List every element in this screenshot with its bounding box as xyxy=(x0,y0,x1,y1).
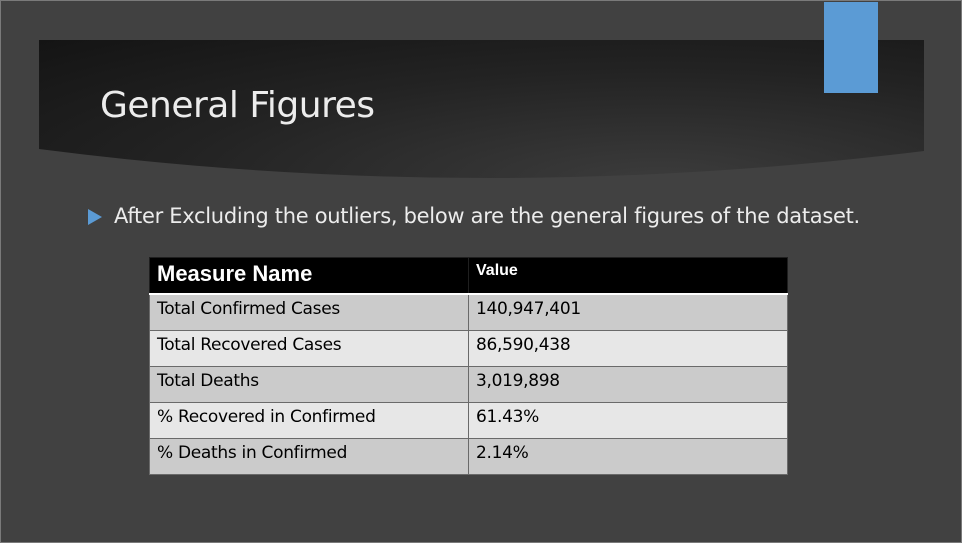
value-cell: 3,019,898 xyxy=(468,366,788,403)
table-row: Total Deaths 3,019,898 xyxy=(149,366,788,403)
slide-title: General Figures xyxy=(100,85,375,126)
value-cell: 61.43% xyxy=(468,402,788,439)
title-banner xyxy=(39,40,924,182)
bullet-point: After Excluding the outliers, below are … xyxy=(88,204,860,228)
measure-cell: % Recovered in Confirmed xyxy=(149,402,469,439)
triangle-bullet-icon xyxy=(88,209,102,225)
measure-cell: Total Confirmed Cases xyxy=(149,293,469,331)
value-cell: 86,590,438 xyxy=(468,330,788,367)
measure-cell: Total Recovered Cases xyxy=(149,330,469,367)
bullet-text: After Excluding the outliers, below are … xyxy=(114,204,860,228)
table-row: % Recovered in Confirmed 61.43% xyxy=(149,402,788,439)
measure-cell: Total Deaths xyxy=(149,366,469,403)
table-row: % Deaths in Confirmed 2.14% xyxy=(149,438,788,475)
table-header-row: Measure Name Value xyxy=(149,257,788,295)
accent-bar xyxy=(824,2,878,93)
measure-cell: % Deaths in Confirmed xyxy=(149,438,469,475)
value-cell: 140,947,401 xyxy=(468,293,788,331)
value-cell: 2.14% xyxy=(468,438,788,475)
table-row: Total Recovered Cases 86,590,438 xyxy=(149,330,788,367)
header-value: Value xyxy=(468,257,788,295)
general-figures-table: Measure Name Value Total Confirmed Cases… xyxy=(149,257,788,475)
table-row: Total Confirmed Cases 140,947,401 xyxy=(149,293,788,331)
header-measure-name: Measure Name xyxy=(149,257,469,295)
